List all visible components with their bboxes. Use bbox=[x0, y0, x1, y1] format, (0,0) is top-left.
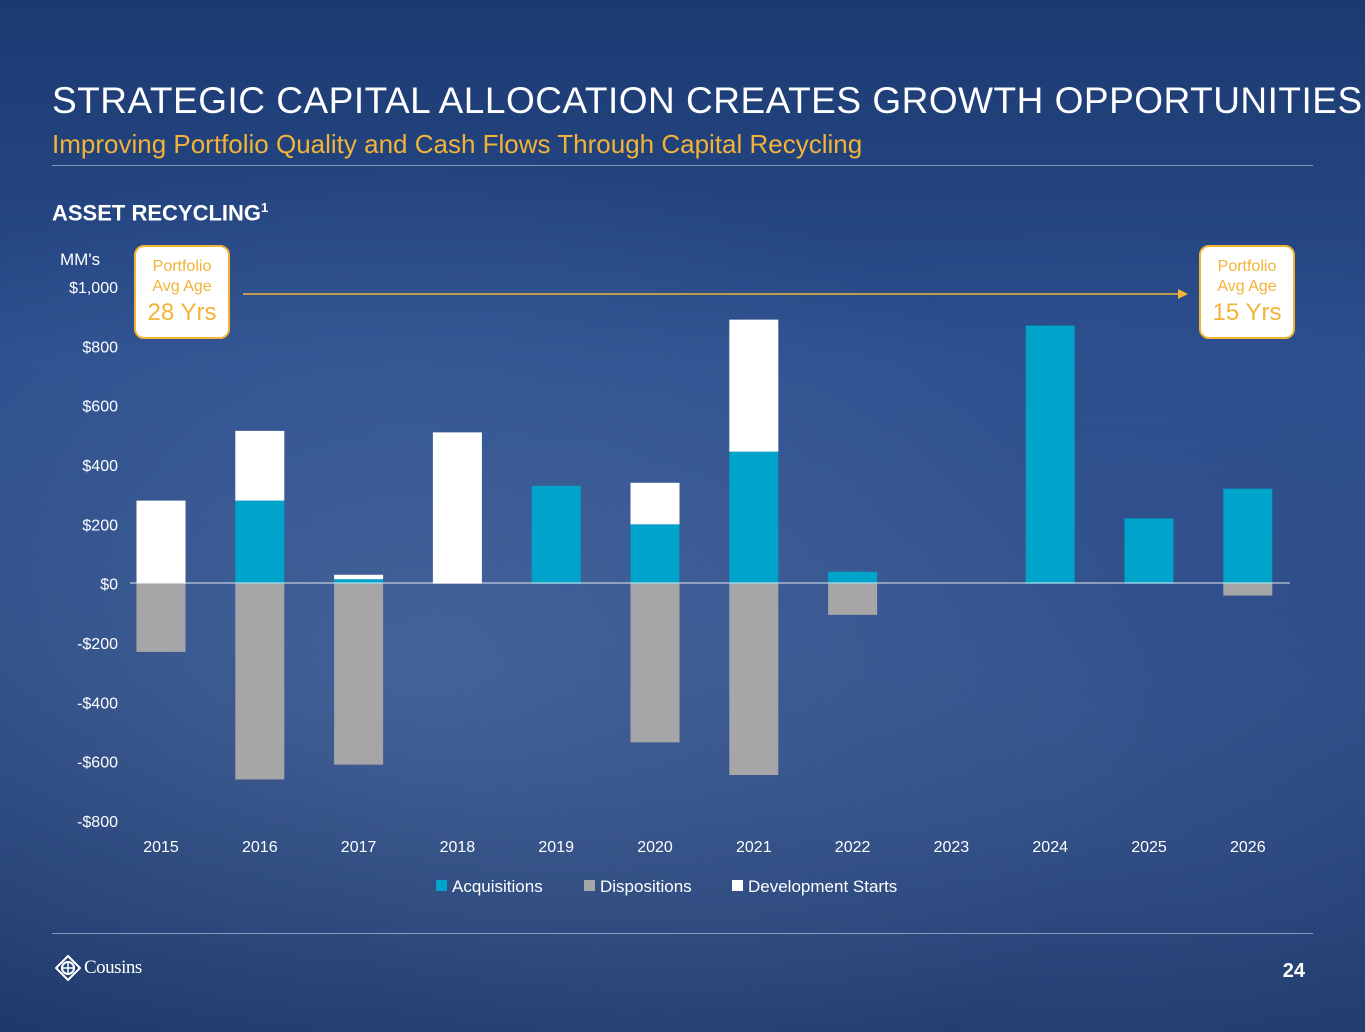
callout-line1: Portfolio bbox=[152, 258, 212, 275]
cousins-logo-icon bbox=[55, 955, 81, 981]
y-tick-label: $400 bbox=[82, 458, 118, 475]
x-tick-label: 2018 bbox=[440, 839, 476, 856]
x-tick-label: 2022 bbox=[835, 839, 871, 856]
bar-acquisitions-2020 bbox=[630, 524, 680, 584]
legend-label: Acquisitions bbox=[452, 877, 543, 896]
legend-swatch bbox=[436, 880, 447, 891]
x-tick-label: 2017 bbox=[341, 839, 377, 856]
y-tick-label: $200 bbox=[82, 517, 118, 534]
section-heading: ASSET RECYCLING1 bbox=[52, 200, 268, 226]
legend-label: Dispositions bbox=[600, 877, 692, 896]
bar-acquisitions-2016 bbox=[235, 500, 285, 584]
y-tick-label: -$800 bbox=[77, 814, 118, 831]
bars-group bbox=[136, 319, 1273, 780]
y-axis-unit-label: MM's bbox=[60, 250, 100, 269]
x-tick-label: 2026 bbox=[1230, 839, 1266, 856]
cousins-logo: Cousins bbox=[55, 955, 142, 981]
bar-dispositions-2022 bbox=[828, 583, 878, 615]
x-tick-label: 2025 bbox=[1131, 839, 1167, 856]
legend-swatch bbox=[584, 880, 595, 891]
bar-dispositions-2026 bbox=[1223, 583, 1273, 596]
page-subtitle: Improving Portfolio Quality and Cash Flo… bbox=[52, 129, 863, 159]
logo-text: Cousins bbox=[84, 957, 142, 978]
bar-development-starts-2018 bbox=[432, 432, 482, 584]
y-tick-label: $1,000 bbox=[69, 280, 118, 297]
section-heading-text: ASSET RECYCLING bbox=[52, 200, 262, 226]
legend-swatch bbox=[732, 880, 743, 891]
bar-acquisitions-2021 bbox=[729, 451, 779, 584]
bar-acquisitions-2025 bbox=[1124, 518, 1174, 584]
chart-legend: Acquisitions Dispositions Development Star… bbox=[436, 877, 897, 896]
page-number: 24 bbox=[1282, 960, 1305, 982]
bar-acquisitions-2017 bbox=[334, 579, 384, 584]
callout-line2: Avg Age bbox=[152, 278, 212, 295]
bar-development-starts-2020 bbox=[630, 482, 680, 525]
x-tick-label: 2021 bbox=[736, 839, 772, 856]
y-tick-label: $0 bbox=[100, 577, 118, 594]
bar-development-starts-2016 bbox=[235, 430, 285, 501]
bar-dispositions-2017 bbox=[334, 583, 384, 765]
bar-dispositions-2016 bbox=[235, 583, 285, 780]
bar-dispositions-2020 bbox=[630, 583, 680, 743]
x-tick-label: 2024 bbox=[1032, 839, 1068, 856]
header-divider bbox=[52, 165, 1313, 166]
x-tick-label: 2016 bbox=[242, 839, 278, 856]
bar-dispositions-2015 bbox=[136, 583, 186, 652]
y-tick-label: $800 bbox=[82, 339, 118, 356]
footer-divider bbox=[52, 933, 1313, 934]
bar-acquisitions-2024 bbox=[1025, 325, 1075, 584]
avg-age-callout-2015: Portfolio Avg Age 28 Yrs bbox=[134, 245, 230, 339]
legend-label: Development Starts bbox=[748, 877, 897, 896]
bar-development-starts-2021 bbox=[729, 319, 779, 452]
avg-age-callout-2026: Portfolio Avg Age 15 Yrs bbox=[1199, 245, 1295, 339]
x-tick-label: 2015 bbox=[143, 839, 179, 856]
y-axis-ticks: $1,000 $800 $600 $400 $200 $0 -$200 -$400 -$600 -… bbox=[69, 280, 118, 831]
bar-acquisitions-2022 bbox=[828, 571, 878, 584]
callout-value: 15 Yrs bbox=[1212, 299, 1282, 326]
bar-acquisitions-2019 bbox=[531, 485, 581, 584]
y-tick-label: -$400 bbox=[77, 695, 118, 712]
page-title: STRATEGIC CAPITAL ALLOCATION CREATES GRO… bbox=[52, 80, 1363, 121]
callout-line2: Avg Age bbox=[1217, 278, 1277, 295]
x-tick-label: 2019 bbox=[538, 839, 574, 856]
y-tick-label: $600 bbox=[82, 399, 118, 416]
callout-value: 28 Yrs bbox=[147, 299, 217, 326]
bar-development-starts-2015 bbox=[136, 500, 186, 584]
footnote-marker: 1 bbox=[261, 200, 269, 215]
y-tick-label: -$600 bbox=[77, 755, 118, 772]
x-axis-ticks: 2015 2016 2017 2018 2019 2020 2021 2022 2023 2024… bbox=[143, 839, 1265, 856]
callout-line1: Portfolio bbox=[1217, 258, 1277, 275]
bar-acquisitions-2026 bbox=[1223, 488, 1273, 584]
x-tick-label: 2023 bbox=[934, 839, 970, 856]
x-tick-label: 2020 bbox=[637, 839, 673, 856]
bar-development-starts-2017 bbox=[334, 574, 384, 580]
bar-dispositions-2021 bbox=[729, 583, 779, 776]
y-tick-label: -$200 bbox=[77, 636, 118, 653]
